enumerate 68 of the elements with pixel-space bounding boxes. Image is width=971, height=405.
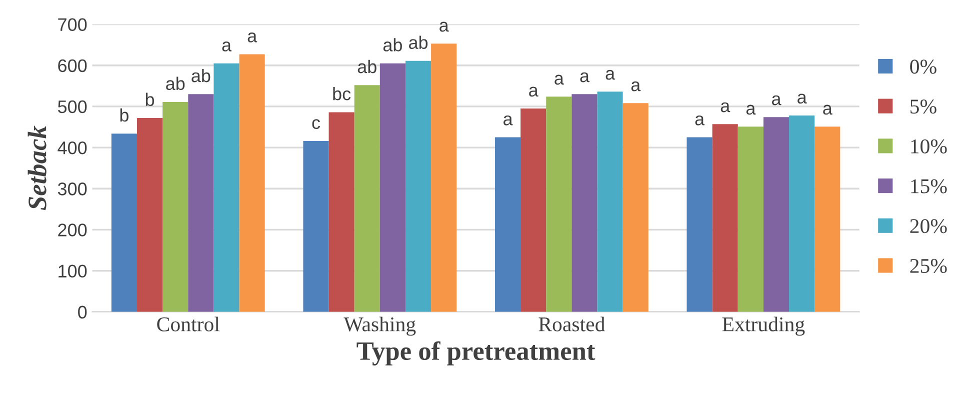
- data-label: a: [606, 70, 616, 80]
- data-label: a: [554, 74, 564, 85]
- bar: [686, 137, 712, 312]
- legend-label: 20%: [910, 219, 947, 234]
- x-tick-label: Extruding: [722, 316, 805, 336]
- data-label: a: [504, 115, 513, 126]
- bar: [303, 140, 329, 312]
- y-tick-label: 700: [58, 18, 87, 32]
- bar: [597, 92, 623, 312]
- data-label: b: [146, 92, 154, 106]
- data-label: a: [695, 115, 705, 126]
- bar: [431, 44, 457, 312]
- bar: [712, 124, 738, 312]
- bar: [354, 85, 380, 312]
- data-label: a: [746, 104, 756, 115]
- legend-label: 25%: [910, 258, 947, 274]
- data-label: a: [798, 94, 807, 104]
- bar: [136, 118, 163, 312]
- data-label: a: [248, 32, 258, 42]
- bar: [405, 60, 432, 312]
- data-label: a: [772, 95, 782, 106]
- legend-label: 0%: [910, 60, 936, 74]
- y-tick-label: 400: [58, 141, 87, 154]
- x-tick-label: Roasted: [538, 316, 605, 332]
- legend-label: 10%: [911, 139, 947, 154]
- y-axis-title: Setback: [28, 126, 46, 210]
- data-label: ab: [358, 60, 376, 74]
- bar: [572, 94, 598, 312]
- data-label: ab: [383, 38, 402, 52]
- y-tick-label: 100: [58, 264, 87, 278]
- data-label: c: [312, 119, 320, 130]
- data-label: ab: [166, 76, 185, 90]
- bar: [239, 54, 265, 312]
- bar: [814, 126, 840, 312]
- y-tick-label: 600: [58, 59, 87, 72]
- bar: [162, 102, 188, 312]
- data-label: a: [823, 104, 832, 115]
- bar: [214, 63, 240, 312]
- data-label: ab: [192, 68, 210, 82]
- bar: [622, 103, 648, 312]
- bar: [520, 108, 546, 312]
- bar: [111, 134, 137, 312]
- data-label: a: [720, 102, 730, 112]
- data-label: bc: [333, 87, 351, 100]
- y-tick-label: 300: [58, 182, 87, 196]
- x-tick-label: Washing: [344, 316, 416, 336]
- data-label: a: [529, 86, 538, 97]
- data-label: a: [580, 72, 590, 82]
- bar: [328, 112, 354, 312]
- bar: [738, 126, 764, 312]
- x-tick-label: Control: [157, 316, 220, 332]
- bar: [789, 115, 815, 312]
- bar: [380, 63, 406, 312]
- data-label: a: [631, 81, 641, 92]
- data-label: a: [222, 42, 232, 52]
- y-tick-label: 500: [58, 100, 87, 114]
- data-label: ab: [408, 36, 428, 49]
- y-tick-label: 0: [78, 306, 87, 319]
- bar: [763, 117, 790, 312]
- bar: [546, 96, 572, 312]
- x-axis-title: Type of pretreatment: [356, 341, 596, 366]
- data-label: b: [120, 108, 128, 122]
- legend-label: 5%: [910, 100, 936, 114]
- bar: [494, 137, 521, 312]
- data-label: a: [440, 22, 449, 32]
- y-tick-label: 200: [58, 224, 87, 236]
- legend-label: 15%: [911, 179, 947, 194]
- bar: [188, 94, 214, 312]
